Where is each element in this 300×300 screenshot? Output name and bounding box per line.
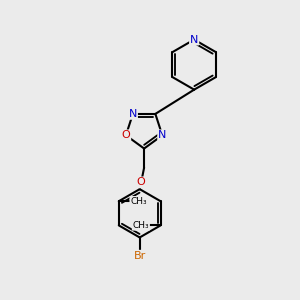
Text: O: O: [137, 177, 146, 188]
Text: N: N: [129, 109, 137, 119]
Text: O: O: [122, 130, 130, 140]
Text: CH₃: CH₃: [130, 197, 147, 206]
Text: Br: Br: [134, 251, 146, 261]
Text: N: N: [158, 130, 166, 140]
Text: N: N: [190, 34, 198, 45]
Text: CH₃: CH₃: [133, 221, 149, 230]
